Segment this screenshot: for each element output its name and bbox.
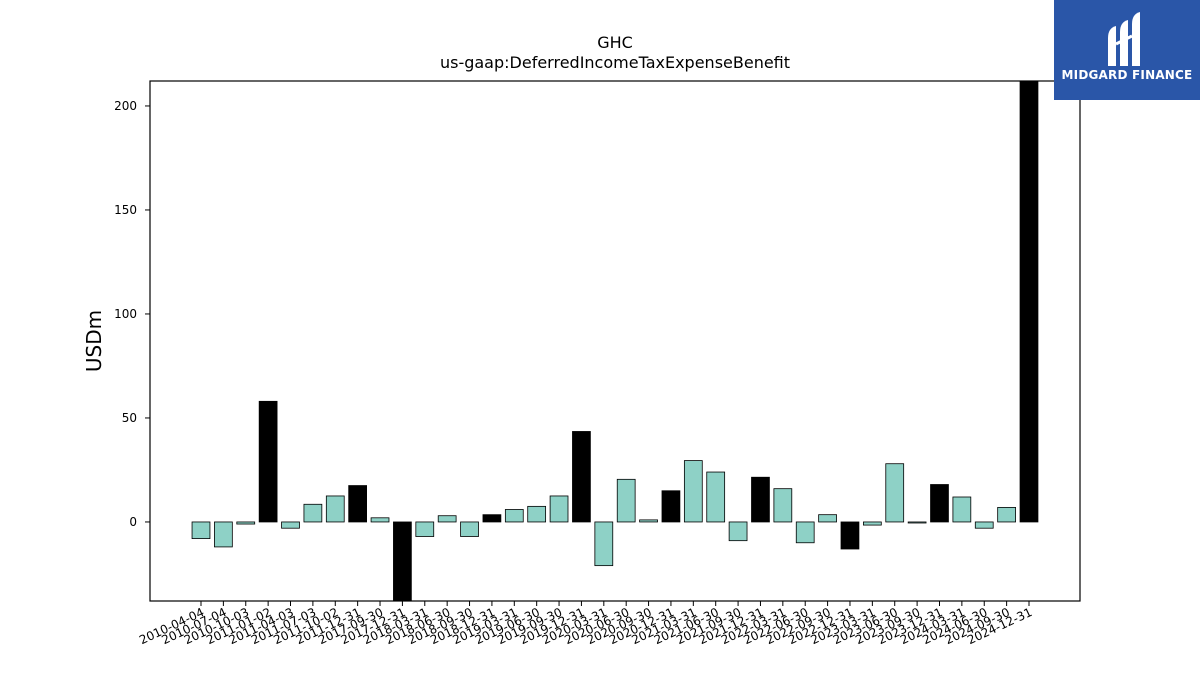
y-ticks-group: 0 50 100 150 200 (114, 99, 150, 529)
bar-2020-09-30 (639, 519, 658, 523)
bars-group (191, 80, 1039, 602)
bar-2019-03-31 (504, 509, 524, 523)
midgard-finance-logo: MIDGARD FINANCE (1054, 0, 1200, 100)
bar-2024-03-31 (952, 496, 972, 523)
bar-2018-03-31 (415, 521, 435, 537)
bar-2021-12-31 (751, 476, 770, 523)
bar-2022-12-31 (840, 521, 860, 550)
bar-2023-09-30 (907, 521, 927, 524)
bar-2024-09-30 (997, 506, 1016, 523)
y-tick-label: 150 (114, 203, 137, 217)
bar-2019-12-31 (572, 431, 591, 523)
y-tick-label: 0 (129, 515, 137, 529)
bar-2022-09-30 (818, 514, 837, 523)
bar-2024-06-30 (974, 521, 994, 529)
bar-2022-03-31 (773, 488, 793, 523)
bar-2017-09-30 (370, 517, 390, 523)
plot-frame (149, 80, 1081, 602)
bar-2019-09-30 (549, 495, 569, 523)
logo-text: MIDGARD FINANCE (1061, 68, 1193, 82)
bar-2023-03-31 (863, 521, 882, 526)
bar-2018-09-30 (460, 521, 479, 537)
bar-2023-06-30 (885, 463, 905, 523)
bar-2010-07-04 (214, 521, 233, 548)
bar-2011-01-02 (258, 400, 278, 523)
bar-2024-12-31 (1019, 80, 1039, 523)
bar-2011-10-02 (325, 495, 345, 523)
bar-2020-06-30 (616, 478, 636, 523)
y-tick-label: 100 (114, 307, 137, 321)
bar-2020-03-31 (594, 521, 614, 567)
bar-2022-06-30 (795, 521, 815, 544)
bar-2020-12-31 (661, 490, 681, 523)
chart-subtitle: us-gaap:DeferredIncomeTaxExpenseBenefit (440, 53, 790, 72)
bar-2021-03-31 (683, 460, 703, 523)
bar-2019-06-30 (527, 505, 547, 523)
bar-2011-12-31 (348, 485, 368, 523)
y-tick-label: 50 (122, 411, 137, 425)
bar-2021-06-30 (706, 471, 726, 523)
bar-2011-07-03 (303, 503, 323, 523)
y-tick-label: 200 (114, 99, 137, 113)
bar-2018-12-31 (482, 514, 502, 523)
bar-2010-10-03 (236, 521, 256, 525)
bar-2021-09-30 (728, 521, 748, 542)
y-axis-label: USDm (82, 310, 106, 372)
bar-2017-12-31 (393, 521, 412, 602)
midgard-logo-icon (1108, 12, 1140, 66)
bar-2023-12-31 (930, 484, 949, 523)
bar-2011-04-03 (281, 521, 300, 529)
bar-2018-06-30 (437, 515, 457, 523)
bar-2010-04-04 (191, 521, 211, 540)
chart-title: GHC (597, 33, 633, 52)
x-ticks-group: 2010-04-042010-07-042010-10-032011-01-02… (137, 601, 1034, 647)
